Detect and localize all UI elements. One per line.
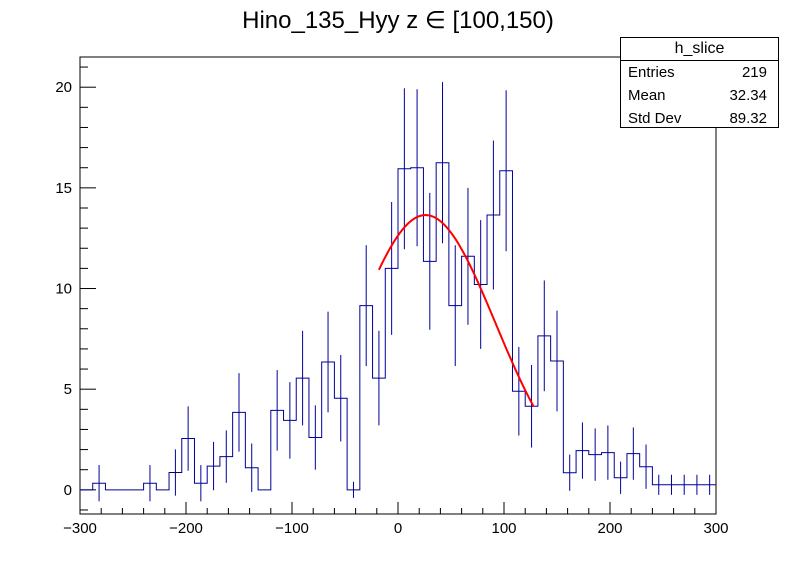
stats-stddev-value: 89.32 — [729, 110, 767, 127]
x-tick-label: −300 — [63, 520, 97, 537]
y-tick-label: 20 — [55, 79, 72, 96]
stats-title: h_slice — [621, 38, 778, 61]
stats-mean-value: 32.34 — [729, 87, 767, 104]
x-tick-label: 200 — [597, 520, 622, 537]
stats-mean-label: Mean — [628, 87, 666, 104]
y-tick-label: 0 — [64, 482, 72, 499]
stats-stddev-label: Std Dev — [628, 110, 682, 127]
stats-row-entries: Entries 219 — [621, 61, 778, 84]
stats-row-mean: Mean 32.34 — [621, 84, 778, 107]
stats-box: h_slice Entries 219 Mean 32.34 Std Dev 8… — [620, 37, 779, 128]
y-axis: 0 5 10 15 20 — [55, 66, 96, 511]
y-tick-label: 5 — [64, 381, 72, 398]
x-tick-label: 100 — [491, 520, 516, 537]
x-tick-label: 300 — [703, 520, 728, 537]
histogram-outline — [80, 162, 716, 491]
y-tick-label: 15 — [55, 180, 72, 197]
y-tick-label: 10 — [55, 281, 72, 298]
stats-entries-label: Entries — [628, 64, 675, 81]
chart-title: Hino_135_Hyy z ∈ [100,150) — [242, 7, 554, 34]
fit-curve — [378, 214, 535, 408]
stats-row-stddev: Std Dev 89.32 — [621, 107, 778, 130]
x-tick-label: −200 — [169, 520, 203, 537]
x-tick-label: 0 — [394, 520, 402, 537]
fit-curve-group — [378, 214, 535, 408]
x-tick-label: −100 — [275, 520, 309, 537]
x-axis: −300 −200 −100 0 100 200 300 — [63, 502, 729, 537]
histogram-series — [80, 82, 716, 502]
stats-entries-value: 219 — [741, 64, 767, 81]
